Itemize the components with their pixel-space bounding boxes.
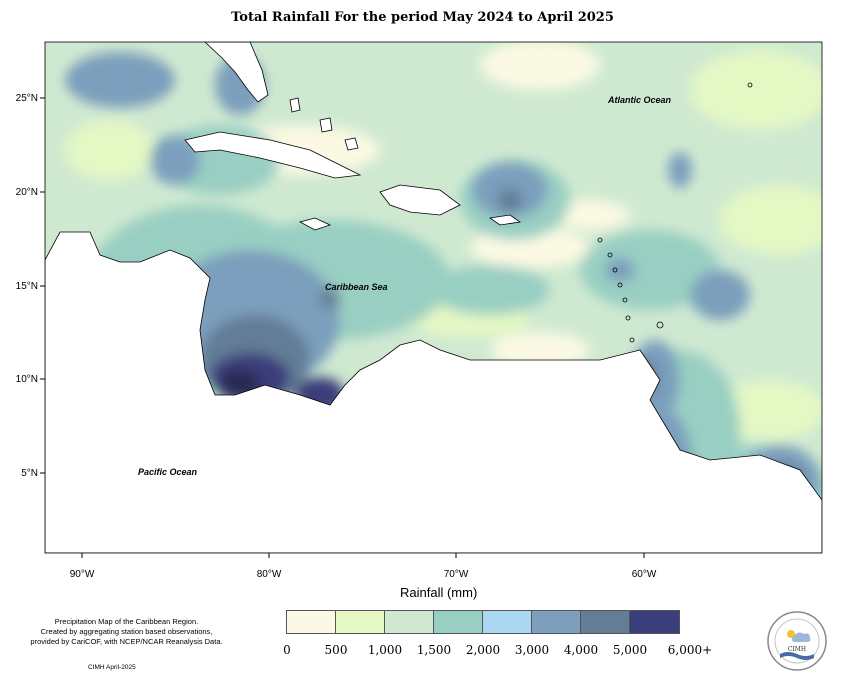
legend-label: 1,500 — [416, 643, 452, 657]
pacific-label: Pacific Ocean — [138, 467, 198, 477]
legend-swatch — [336, 611, 385, 633]
lat-tick-label: 5°N — [21, 468, 38, 479]
logo-text: CIMH — [788, 646, 806, 653]
lon-tick-label: 80°W — [257, 569, 282, 580]
lon-ticks: 90°W 80°W 70°W 60°W — [70, 553, 657, 580]
cimh-logo: CIMH — [767, 611, 827, 671]
lon-tick-label: 70°W — [444, 569, 469, 580]
legend-label: 4,000 — [563, 643, 599, 657]
legend-swatch — [630, 611, 679, 633]
lat-tick-label: 10°N — [16, 374, 38, 385]
legend-label: 6,000+ — [667, 643, 713, 657]
legend-label: 1,000 — [367, 643, 403, 657]
notes-line: provided by CariCOF, with NCEP/NCAR Rean… — [30, 637, 223, 646]
caribbean-label: Caribbean Sea — [325, 282, 388, 292]
land-masses — [45, 42, 822, 553]
lat-tick-label: 15°N — [16, 281, 38, 292]
legend-label: 2,000 — [465, 643, 501, 657]
legend-swatch — [385, 611, 434, 633]
rainfall-field — [45, 42, 822, 553]
legend-swatch — [434, 611, 483, 633]
credit-text: CIMH April-2025 — [88, 664, 136, 671]
lon-tick-label: 60°W — [632, 569, 657, 580]
map-title: Total Rainfall For the period May 2024 t… — [231, 10, 614, 25]
legend-label: 500 — [324, 643, 348, 657]
lat-tick-label: 25°N — [16, 93, 38, 104]
lesser-antilles — [597, 82, 753, 343]
legend-label: 5,000 — [612, 643, 648, 657]
lat-tick-label: 20°N — [16, 187, 38, 198]
legend-swatch — [287, 611, 336, 633]
legend-swatch — [581, 611, 630, 633]
map-notes: Precipitation Map of the Caribbean Regio… — [14, 617, 239, 647]
legend-swatch — [483, 611, 532, 633]
lon-tick-label: 90°W — [70, 569, 95, 580]
legend-swatch — [532, 611, 581, 633]
legend-label: 3,000 — [514, 643, 550, 657]
notes-line: Created by aggregating station based obs… — [40, 627, 213, 636]
legend-title: Rainfall (mm) — [400, 585, 478, 600]
atlantic-label: Atlantic Ocean — [607, 95, 672, 105]
legend-label: 0 — [283, 643, 291, 657]
notes-line: Precipitation Map of the Caribbean Regio… — [54, 617, 199, 626]
legend-color-bar — [286, 610, 680, 634]
lat-ticks: 25°N 20°N 15°N 10°N 5°N — [16, 93, 45, 479]
rainfall-map: Atlantic Ocean Caribbean Sea Pacific Oce… — [16, 41, 823, 580]
